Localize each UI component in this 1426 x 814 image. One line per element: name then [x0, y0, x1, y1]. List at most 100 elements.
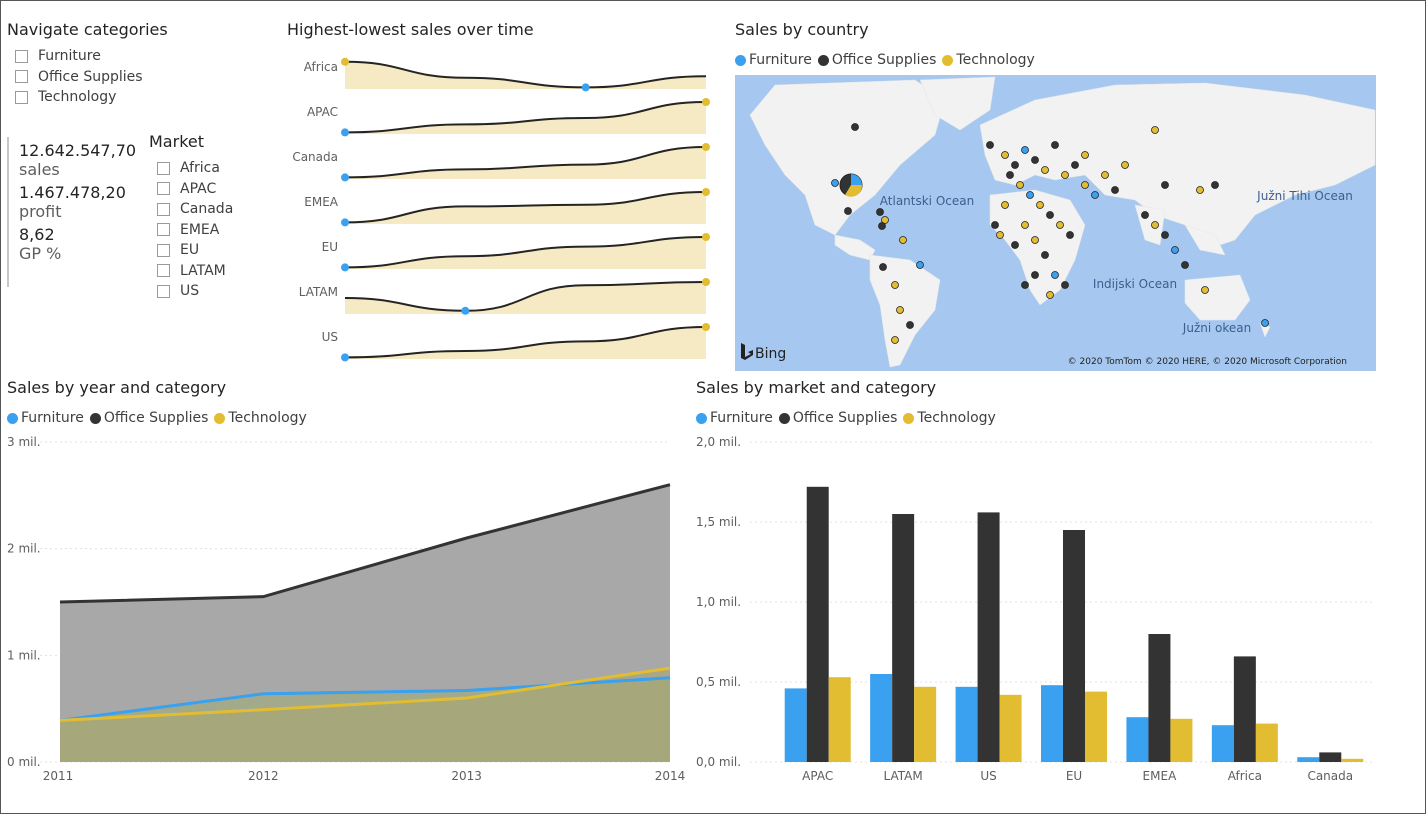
- sparkline-high-marker[interactable]: [702, 323, 710, 331]
- sparkline-low-marker[interactable]: [341, 218, 349, 227]
- map-bubble[interactable]: [1021, 281, 1029, 289]
- bar[interactable]: [1041, 685, 1063, 762]
- map-bubble-slice[interactable]: [851, 174, 862, 185]
- map-bubble[interactable]: [881, 216, 889, 224]
- map-bubble[interactable]: [1071, 161, 1079, 169]
- map-bubble[interactable]: [1061, 281, 1069, 289]
- map-bubble[interactable]: [1201, 286, 1209, 294]
- map-bubble[interactable]: [1031, 156, 1039, 164]
- map-bubble-slice[interactable]: [845, 185, 863, 197]
- bar[interactable]: [870, 674, 893, 762]
- category-option[interactable]: Technology: [15, 87, 143, 108]
- map-bubble[interactable]: [891, 336, 899, 344]
- map-bubble[interactable]: [896, 306, 904, 314]
- sparkline-high-marker[interactable]: [341, 57, 349, 66]
- sparkline-low-marker[interactable]: [581, 83, 590, 92]
- sales-map[interactable]: Atlantski Ocean Južni Tihi Ocean Indijsk…: [735, 75, 1376, 371]
- map-bubble[interactable]: [1141, 211, 1149, 219]
- sparkline-high-marker[interactable]: [702, 98, 710, 106]
- checkbox[interactable]: [157, 223, 170, 237]
- map-bubble[interactable]: [1151, 126, 1159, 134]
- sparkline-low-marker[interactable]: [341, 263, 349, 272]
- map-bubble[interactable]: [1151, 221, 1159, 229]
- legend-item[interactable]: Furniture: [735, 52, 812, 68]
- legend-item[interactable]: Office Supplies: [89, 410, 208, 426]
- map-bubble[interactable]: [1026, 191, 1034, 199]
- map-bubble[interactable]: [1051, 271, 1059, 279]
- map-bubble[interactable]: [1031, 236, 1039, 244]
- bar[interactable]: [914, 686, 937, 762]
- map-bubble[interactable]: [1211, 181, 1219, 189]
- map-bubble[interactable]: [1111, 186, 1119, 194]
- bar[interactable]: [784, 688, 807, 762]
- bar[interactable]: [1341, 758, 1364, 762]
- map-bubble[interactable]: [1011, 161, 1019, 169]
- bar[interactable]: [1211, 725, 1234, 762]
- map-bubble[interactable]: [851, 123, 859, 131]
- checkbox[interactable]: [157, 202, 170, 216]
- bar[interactable]: [1085, 691, 1107, 762]
- map-bubble[interactable]: [1001, 151, 1009, 159]
- legend-item[interactable]: Technology: [903, 410, 996, 426]
- sparkline-high-marker[interactable]: [702, 278, 710, 286]
- checkbox[interactable]: [15, 70, 28, 84]
- bar[interactable]: [1063, 530, 1085, 762]
- map-bubble[interactable]: [1081, 181, 1089, 189]
- map-bubble[interactable]: [1041, 251, 1049, 259]
- map-canvas[interactable]: Atlantski Ocean Južni Tihi Ocean Indijsk…: [735, 75, 1376, 371]
- bar[interactable]: [892, 514, 915, 762]
- map-bubble[interactable]: [1046, 291, 1054, 299]
- category-option[interactable]: Office Supplies: [15, 67, 143, 88]
- bar[interactable]: [1126, 717, 1149, 762]
- map-bubble[interactable]: [986, 141, 994, 149]
- market-option[interactable]: Canada: [157, 199, 233, 220]
- map-bubble[interactable]: [1021, 146, 1029, 154]
- map-bubble[interactable]: [1161, 181, 1169, 189]
- map-bubble[interactable]: [831, 179, 839, 187]
- bar[interactable]: [1255, 723, 1278, 762]
- map-bubble[interactable]: [916, 261, 924, 269]
- market-option[interactable]: EU: [157, 240, 233, 261]
- map-bubble[interactable]: [1041, 166, 1049, 174]
- checkbox[interactable]: [15, 49, 28, 63]
- map-bubble[interactable]: [996, 231, 1004, 239]
- sparkline-low-marker[interactable]: [341, 173, 349, 182]
- legend-item[interactable]: Technology: [942, 52, 1035, 68]
- market-option[interactable]: US: [157, 281, 233, 302]
- sparkline-low-marker[interactable]: [341, 353, 349, 362]
- map-bubble[interactable]: [1091, 191, 1099, 199]
- sparkline-high-marker[interactable]: [702, 233, 710, 241]
- map-bubble[interactable]: [1006, 171, 1014, 179]
- map-bubble[interactable]: [1046, 211, 1054, 219]
- map-bubble[interactable]: [1066, 231, 1074, 239]
- map-bubble[interactable]: [1001, 201, 1009, 209]
- map-bubble[interactable]: [1181, 261, 1189, 269]
- map-bubble[interactable]: [1011, 241, 1019, 249]
- market-option[interactable]: EMEA: [157, 220, 233, 241]
- map-bubble[interactable]: [1171, 246, 1179, 254]
- bar[interactable]: [977, 512, 1000, 762]
- sparkline-low-marker[interactable]: [461, 306, 470, 315]
- sparkline-high-marker[interactable]: [702, 143, 710, 151]
- area-line[interactable]: [59, 666, 671, 722]
- checkbox[interactable]: [157, 284, 170, 298]
- map-bubble[interactable]: [1161, 231, 1169, 239]
- market-option[interactable]: Africa: [157, 158, 233, 179]
- bar[interactable]: [1148, 634, 1171, 762]
- category-option[interactable]: Furniture: [15, 46, 143, 67]
- map-bubble[interactable]: [1261, 319, 1269, 327]
- legend-item[interactable]: Furniture: [7, 410, 84, 426]
- bar[interactable]: [1319, 752, 1342, 762]
- legend-item[interactable]: Office Supplies: [778, 410, 897, 426]
- bar[interactable]: [806, 486, 829, 762]
- map-bubble[interactable]: [1121, 161, 1129, 169]
- checkbox[interactable]: [157, 182, 170, 196]
- map-bubble[interactable]: [1016, 181, 1024, 189]
- map-bubble[interactable]: [906, 321, 914, 329]
- market-option[interactable]: LATAM: [157, 261, 233, 282]
- market-option[interactable]: APAC: [157, 179, 233, 200]
- checkbox[interactable]: [157, 243, 170, 257]
- map-bubble[interactable]: [899, 236, 907, 244]
- legend-item[interactable]: Technology: [214, 410, 307, 426]
- area-line[interactable]: [59, 483, 671, 604]
